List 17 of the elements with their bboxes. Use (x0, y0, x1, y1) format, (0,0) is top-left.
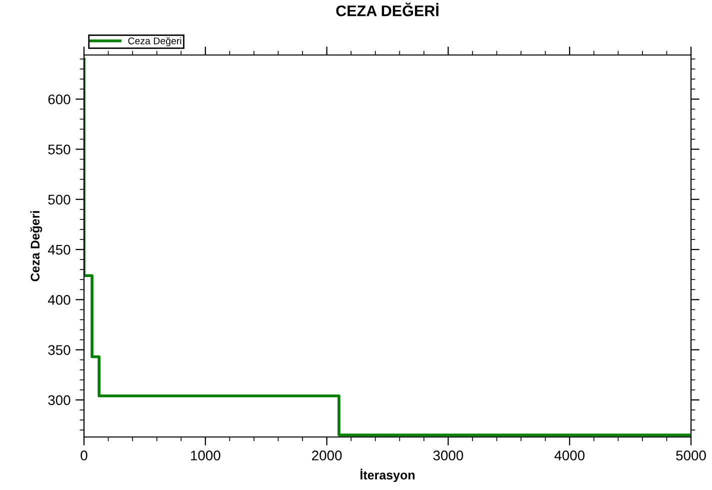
legend-label: Ceza Değeri (128, 37, 182, 46)
y-tick-label: 300 (48, 395, 70, 406)
y-tick-label: 500 (48, 194, 70, 205)
x-tick-label: 4000 (554, 450, 585, 460)
x-tick-label: 2000 (312, 450, 342, 460)
x-tick-label: 5000 (676, 450, 706, 460)
x-tick-label: 3000 (433, 450, 464, 460)
x-axis-title: İterasyon (360, 468, 415, 482)
chart-title: CEZA DEĞERİ (336, 2, 438, 16)
y-tick-label: 600 (48, 94, 70, 104)
x-tick-label: 1000 (191, 450, 220, 460)
y-axis-title: Ceza Değeri (30, 211, 42, 282)
y-tick-label: 350 (48, 345, 70, 355)
x-tick-label: 0 (80, 450, 88, 460)
y-tick-label: 450 (48, 244, 70, 255)
y-tick-label: 400 (48, 294, 70, 305)
y-tick-label: 550 (48, 144, 70, 154)
